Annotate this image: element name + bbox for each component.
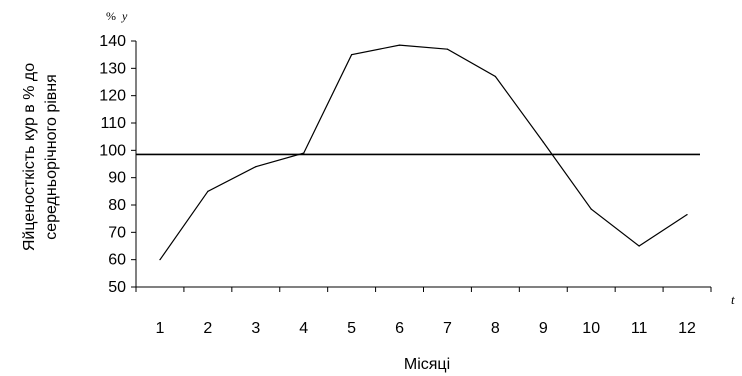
data-point	[398, 44, 401, 46]
x-axis-title: Місяці	[404, 356, 450, 373]
y-axis-title-line-2: середньорічного рівня	[43, 74, 60, 240]
data-point	[255, 166, 257, 168]
data-point	[159, 259, 161, 261]
data-point	[351, 54, 353, 56]
x-tick-label: 12	[678, 320, 696, 337]
x-tick-label: 8	[491, 320, 500, 337]
x-tick-label: 2	[203, 320, 212, 337]
data-point	[638, 245, 640, 247]
y-tick-label: 90	[108, 170, 126, 187]
y-axis-unit-label: %	[106, 9, 116, 23]
y-tick-label: 140	[99, 33, 126, 50]
y-tick-label: 110	[100, 115, 126, 132]
x-tick-label: 5	[347, 320, 356, 337]
y-tick-label: 100	[99, 142, 126, 159]
y-tick-label: 120	[99, 88, 126, 105]
y-axis-title-line-1: Яйценосткість кур в % до	[21, 63, 38, 251]
x-tick-label: 6	[395, 320, 404, 337]
x-tick-label: 11	[631, 320, 648, 337]
data-point	[303, 152, 305, 154]
series-points	[159, 44, 688, 261]
y-axis-symbol: y	[121, 9, 128, 23]
y-tick-label: 60	[108, 252, 126, 269]
y-tick-label: 50	[108, 279, 126, 296]
x-axis-symbol: t	[731, 292, 735, 307]
x-tick-label: 10	[582, 320, 600, 337]
x-axis-ticks: 1 2 3 4 5 6 7 8 9 10 11 12	[135, 287, 712, 337]
data-point	[590, 208, 592, 210]
y-axis-title: Яйценосткість кур в % до середньорічного…	[21, 63, 60, 251]
x-tick-label: 4	[299, 320, 308, 337]
x-tick-label: 7	[443, 320, 452, 337]
y-axis-ticks: 50 60 70 80 90 100 110 120 130 140	[99, 33, 136, 296]
x-tick-label: 3	[251, 320, 260, 337]
y-tick-label: 130	[99, 60, 126, 77]
y-tick-label: 70	[108, 224, 126, 241]
series-line	[159, 44, 688, 261]
data-point	[494, 75, 496, 78]
y-tick-label: 80	[108, 197, 126, 214]
data-point	[446, 48, 449, 50]
x-tick-label: 9	[539, 320, 548, 337]
data-point	[542, 141, 544, 143]
data-point	[207, 190, 209, 192]
data-point	[686, 213, 688, 216]
x-tick-label: 1	[156, 320, 165, 337]
